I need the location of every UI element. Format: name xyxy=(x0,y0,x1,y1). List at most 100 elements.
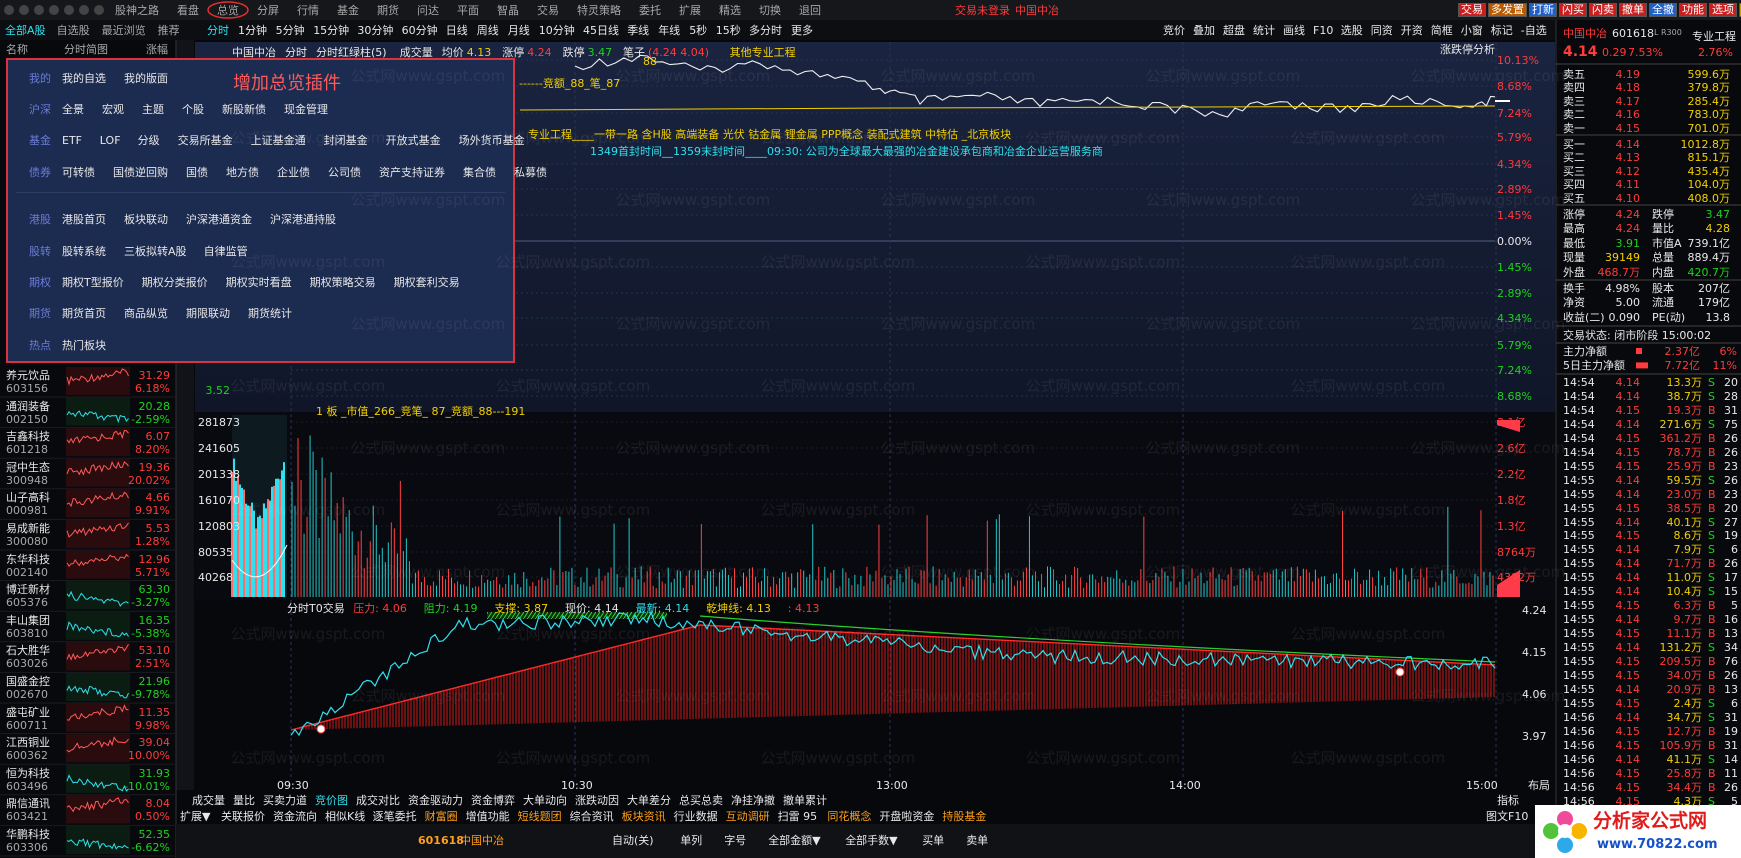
plugin-item[interactable]: 沪深港通资金 xyxy=(186,213,252,226)
plugin-item[interactable]: 三板拟转A股 xyxy=(124,245,187,258)
plugin-item[interactable]: 自律监管 xyxy=(203,245,248,258)
plugin-item[interactable]: 分级 xyxy=(137,134,160,147)
status-button[interactable]: 字号 xyxy=(724,834,747,847)
tool-button[interactable]: 超盘 xyxy=(1223,24,1245,37)
plugin-item[interactable]: 新股新债 xyxy=(222,103,266,116)
period-tab[interactable]: 10分钟 xyxy=(538,24,575,37)
indicator-tab[interactable]: 竞价图 xyxy=(315,794,348,807)
indicator-tab[interactable]: 成交量 xyxy=(192,794,225,807)
overview-popup[interactable]: 增加总览插件 我的 我的自选 我的版面 沪深 全景 宏观 主题 个股 新股新债 现金管理 基金 ETF L… xyxy=(6,58,547,363)
status-button[interactable]: 自动(关) xyxy=(612,834,654,847)
indicator-tab[interactable]: 撤单累计 xyxy=(783,794,827,807)
indicator-tab[interactable]: 资金博弈 xyxy=(471,794,515,807)
plugin-item[interactable]: 私募债 xyxy=(514,166,547,179)
top-button[interactable]: 闪卖 xyxy=(1589,3,1617,17)
list-tab[interactable]: 全部A股 xyxy=(5,24,46,37)
plugin-item[interactable]: 期权套利交易 xyxy=(393,276,460,289)
menu-item[interactable]: 切换 xyxy=(759,4,781,17)
plugin-item[interactable]: 港股首页 xyxy=(62,213,106,226)
plugin-item[interactable]: 资产支持证券 xyxy=(379,166,445,179)
top-button[interactable]: 打新 xyxy=(1529,3,1557,17)
menu-item[interactable]: 看盘 xyxy=(177,4,199,17)
top-button[interactable]: 全撤 xyxy=(1649,3,1677,17)
plugin-item[interactable]: 可转债 xyxy=(62,166,95,179)
tool-button[interactable]: 竞价 xyxy=(1163,24,1185,37)
info-tab[interactable]: 开盘啦资金 xyxy=(879,810,935,823)
tool-button[interactable]: 选股 xyxy=(1340,24,1363,37)
tool-button[interactable]: -自选 xyxy=(1520,24,1547,37)
plugin-item[interactable]: ETF xyxy=(62,134,82,147)
plugin-item[interactable]: 期货首页 xyxy=(62,307,106,320)
stock-name[interactable]: 恒为科技 xyxy=(6,766,50,780)
period-tab[interactable]: 多分时 xyxy=(749,24,782,37)
plugin-item[interactable]: 主题 xyxy=(142,103,164,116)
stock-name[interactable]: 江西铜业 xyxy=(6,736,50,750)
menu-item[interactable]: 基金 xyxy=(337,4,359,17)
top-button[interactable]: 功能 xyxy=(1679,3,1707,17)
plugin-item[interactable]: 期权策略交易 xyxy=(309,276,376,289)
f10-tab[interactable]: 图文F10 xyxy=(1486,810,1529,823)
status-button[interactable]: 全部金额▼ xyxy=(768,834,821,847)
tool-button[interactable]: F10 xyxy=(1313,24,1334,37)
indicator-tab[interactable]: 量比 xyxy=(233,794,255,807)
info-tab[interactable]: 板块资讯 xyxy=(621,810,666,823)
indicator-tab[interactable]: 资金驱动力 xyxy=(408,794,463,807)
period-tab[interactable]: 15秒 xyxy=(715,24,741,37)
top-button[interactable]: 闪买 xyxy=(1559,3,1587,17)
stock-name[interactable]: 养元饮品 xyxy=(6,369,50,382)
plugin-item[interactable]: 股转系统 xyxy=(62,245,106,258)
plugin-item[interactable]: 全景 xyxy=(62,103,84,116)
list-tab[interactable]: 推荐 xyxy=(157,24,180,37)
info-tab[interactable]: 扩展▼ xyxy=(180,810,211,823)
plugin-item[interactable]: 个股 xyxy=(182,103,204,116)
period-tab[interactable]: 5秒 xyxy=(689,24,708,37)
indicator-tab[interactable]: 买卖力道 xyxy=(263,794,307,807)
plugin-item[interactable]: 场外货币基金 xyxy=(458,134,525,147)
plugin-item[interactable]: 上证基金通 xyxy=(250,134,306,147)
period-tab[interactable]: 60分钟 xyxy=(401,24,438,37)
plugin-item[interactable]: 交易所基金 xyxy=(177,134,233,147)
plugin-item[interactable]: 公司债 xyxy=(328,166,361,179)
period-tab[interactable]: 年线 xyxy=(658,24,681,37)
plugin-item[interactable]: 期权分类报价 xyxy=(141,276,208,289)
stock-name[interactable]: 丰山集团 xyxy=(6,613,50,627)
tool-button[interactable]: 同资 xyxy=(1370,24,1393,37)
plugin-item[interactable]: 国债 xyxy=(186,166,208,179)
top-button[interactable]: 选项 xyxy=(1709,3,1737,17)
plugin-item[interactable]: 国债逆回购 xyxy=(113,166,168,179)
stock-name[interactable]: 盛屯矿业 xyxy=(6,705,50,719)
top-button[interactable]: 公式 xyxy=(1739,3,1741,17)
plugin-item[interactable]: 期权实时看盘 xyxy=(225,276,292,289)
status-button[interactable]: 单列 xyxy=(680,834,703,847)
period-tab[interactable]: 月线 xyxy=(507,24,530,37)
stock-name[interactable]: 国盛金控 xyxy=(6,675,50,688)
tool-button[interactable]: 简框 xyxy=(1430,24,1453,37)
tool-button[interactable]: 开资 xyxy=(1400,24,1423,37)
period-tab[interactable]: 45日线 xyxy=(583,24,619,37)
period-tab[interactable]: 季线 xyxy=(627,24,650,37)
menu-item[interactable]: 委托 xyxy=(639,4,661,17)
menu-item[interactable]: 行情 xyxy=(297,4,319,17)
plugin-item[interactable]: 我的版面 xyxy=(124,72,168,85)
limit-analysis[interactable]: 涨跌停分析 xyxy=(1440,43,1495,56)
status-button[interactable]: 全部手数▼ xyxy=(845,834,898,847)
menu-item[interactable]: 问达 xyxy=(417,4,439,17)
tool-button[interactable]: 统计 xyxy=(1253,24,1275,37)
plugin-item[interactable]: 开放式基金 xyxy=(385,134,441,147)
list-tab[interactable]: 自选股 xyxy=(56,24,90,37)
info-tab[interactable]: 行业数据 xyxy=(673,810,718,823)
status-button[interactable]: 卖单 xyxy=(966,834,989,847)
indicator-tab[interactable]: 净挂净撤 xyxy=(731,794,775,807)
top-button[interactable]: 撤单 xyxy=(1619,3,1647,17)
stock-name[interactable]: 冠中生态 xyxy=(6,460,50,474)
info-tab[interactable]: 扫雷 95 xyxy=(777,810,818,823)
info-tab[interactable]: 增值功能 xyxy=(465,810,510,823)
plugin-item[interactable]: 企业债 xyxy=(277,166,310,179)
layout-button[interactable]: 布局 xyxy=(1528,779,1550,792)
period-tab[interactable]: 5分钟 xyxy=(275,24,305,37)
top-button[interactable]: 多发置 xyxy=(1488,3,1527,17)
stock-name[interactable]: 鼎信通讯 xyxy=(6,797,50,811)
period-tab[interactable]: 日线 xyxy=(445,24,468,37)
period-tab[interactable]: 更多 xyxy=(791,24,813,37)
indicator-tab[interactable]: 大单动向 xyxy=(523,794,567,807)
